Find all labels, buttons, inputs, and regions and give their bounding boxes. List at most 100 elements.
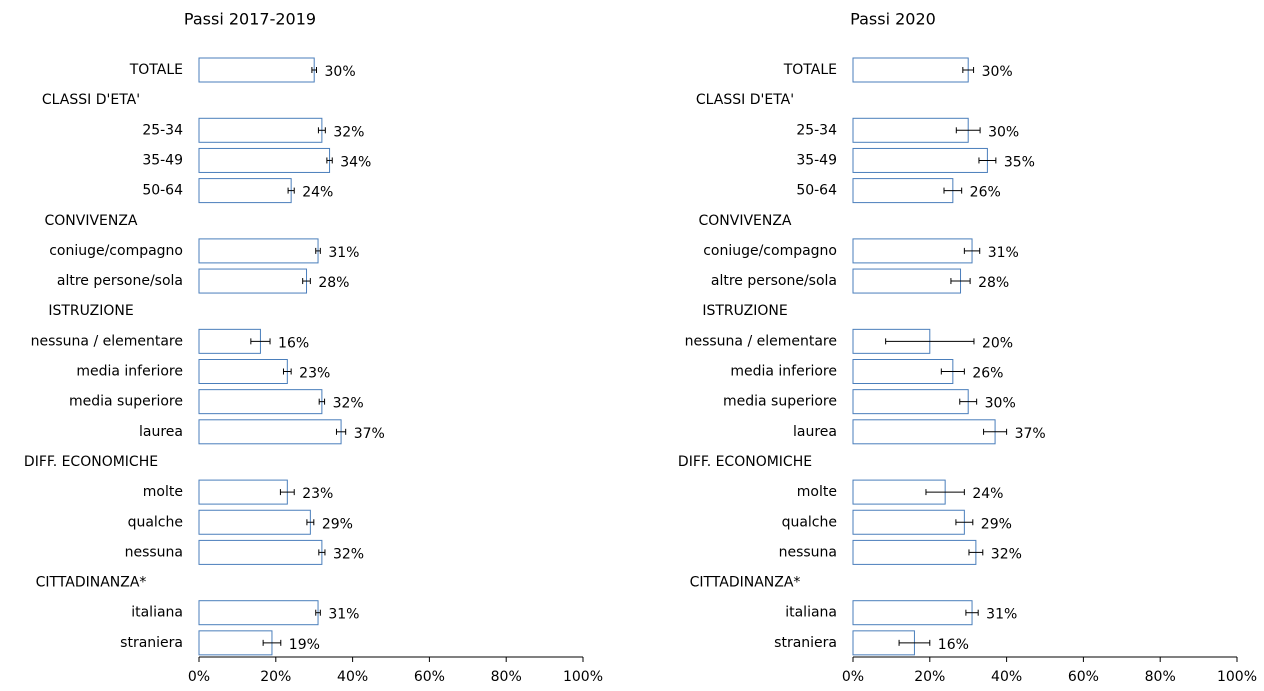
error-bar xyxy=(885,338,975,345)
section-label: CLASSI D'ETA' xyxy=(696,92,794,108)
value-label: 32% xyxy=(333,124,364,140)
error-bar xyxy=(968,549,984,556)
error-bar xyxy=(306,519,315,526)
bar xyxy=(852,389,969,415)
error-bar xyxy=(318,549,326,556)
section-label: CITTADINANZA* xyxy=(690,575,801,591)
error-bar xyxy=(950,278,971,285)
error-bar xyxy=(262,639,282,646)
chart-title: Passi 2017-2019 xyxy=(184,10,316,29)
category-label: laurea xyxy=(793,424,837,440)
bar xyxy=(198,359,288,384)
category-label: media superiore xyxy=(723,394,837,410)
value-label: 19% xyxy=(289,637,320,653)
error-bar xyxy=(279,489,295,496)
x-tick-label: 40% xyxy=(991,669,1022,685)
error-bar xyxy=(317,127,326,134)
value-label: 16% xyxy=(938,637,969,653)
bar xyxy=(852,268,962,294)
x-tick-label: 20% xyxy=(914,669,945,685)
error-bar xyxy=(315,609,321,616)
error-bar xyxy=(250,338,271,345)
category-label: media inferiore xyxy=(76,364,183,380)
value-label: 26% xyxy=(972,366,1003,382)
section-label: DIFF. ECONOMICHE xyxy=(678,454,812,470)
error-bar xyxy=(898,639,931,646)
section-label: ISTRUZIONE xyxy=(702,303,787,319)
value-label: 28% xyxy=(978,275,1009,291)
value-label: 24% xyxy=(972,486,1003,502)
bar xyxy=(198,509,311,535)
value-label: 37% xyxy=(1015,426,1046,442)
category-label: 25-34 xyxy=(796,122,837,138)
bar xyxy=(198,117,323,143)
category-label: italiana xyxy=(131,605,183,621)
x-tick-label: 60% xyxy=(414,669,445,685)
value-label: 30% xyxy=(988,124,1019,140)
value-label: 34% xyxy=(340,154,371,170)
category-label: media inferiore xyxy=(730,364,837,380)
category-label: 50-64 xyxy=(142,183,183,199)
error-bar xyxy=(962,67,975,73)
error-bar xyxy=(318,398,326,405)
bar xyxy=(852,57,969,83)
section-label: CONVIVENZA xyxy=(698,213,791,229)
x-tick-label: 0% xyxy=(842,669,864,685)
chart-title: Passi 2020 xyxy=(850,10,936,29)
x-tick-label: 100% xyxy=(563,669,603,685)
category-label: 35-49 xyxy=(796,152,837,168)
category-label: molte xyxy=(797,484,837,500)
category-label: nessuna / elementare xyxy=(685,333,837,349)
bar xyxy=(852,509,965,535)
error-bar xyxy=(282,368,292,375)
error-bar xyxy=(925,489,965,496)
error-bar xyxy=(315,247,321,254)
category-label: 50-64 xyxy=(796,183,837,199)
category-label: qualche xyxy=(782,514,837,530)
error-bar xyxy=(302,278,311,285)
section-label: ISTRUZIONE xyxy=(48,303,133,319)
value-label: 29% xyxy=(322,516,353,532)
value-label: 31% xyxy=(328,245,359,261)
value-label: 31% xyxy=(988,245,1019,261)
x-tick-label: 40% xyxy=(337,669,368,685)
error-bar xyxy=(955,519,974,526)
bar xyxy=(852,147,988,173)
error-bar xyxy=(311,67,318,73)
bar xyxy=(852,359,954,384)
bar xyxy=(198,479,288,505)
section-label: CITTADINANZA* xyxy=(36,575,147,591)
error-bar xyxy=(335,428,347,435)
bar xyxy=(198,178,292,204)
bar xyxy=(198,57,315,83)
value-label: 32% xyxy=(333,396,364,412)
category-label: coniuge/compagno xyxy=(49,243,183,259)
value-label: 23% xyxy=(302,486,333,502)
error-bar xyxy=(943,187,963,194)
error-bar xyxy=(965,609,979,616)
value-label: 28% xyxy=(318,275,349,291)
bar xyxy=(852,419,996,445)
category-label: straniera xyxy=(120,635,183,651)
bar xyxy=(198,539,323,565)
bar xyxy=(198,389,323,415)
category-label: nessuna / elementare xyxy=(31,333,183,349)
category-label: molte xyxy=(143,484,183,500)
error-bar xyxy=(983,428,1008,435)
bar xyxy=(198,238,319,264)
category-label: nessuna xyxy=(779,544,837,560)
bar xyxy=(198,268,308,294)
category-label: media superiore xyxy=(69,394,183,410)
category-label: 25-34 xyxy=(142,122,183,138)
x-tick-label: 80% xyxy=(491,669,522,685)
bar xyxy=(852,178,954,204)
section-label: CLASSI D'ETA' xyxy=(42,92,140,108)
bar xyxy=(852,600,973,626)
category-label: TOTALE xyxy=(129,62,183,78)
bar xyxy=(198,419,342,445)
error-bar xyxy=(978,157,997,164)
value-label: 32% xyxy=(991,546,1022,562)
section-label: DIFF. ECONOMICHE xyxy=(24,454,158,470)
value-label: 26% xyxy=(970,185,1001,201)
